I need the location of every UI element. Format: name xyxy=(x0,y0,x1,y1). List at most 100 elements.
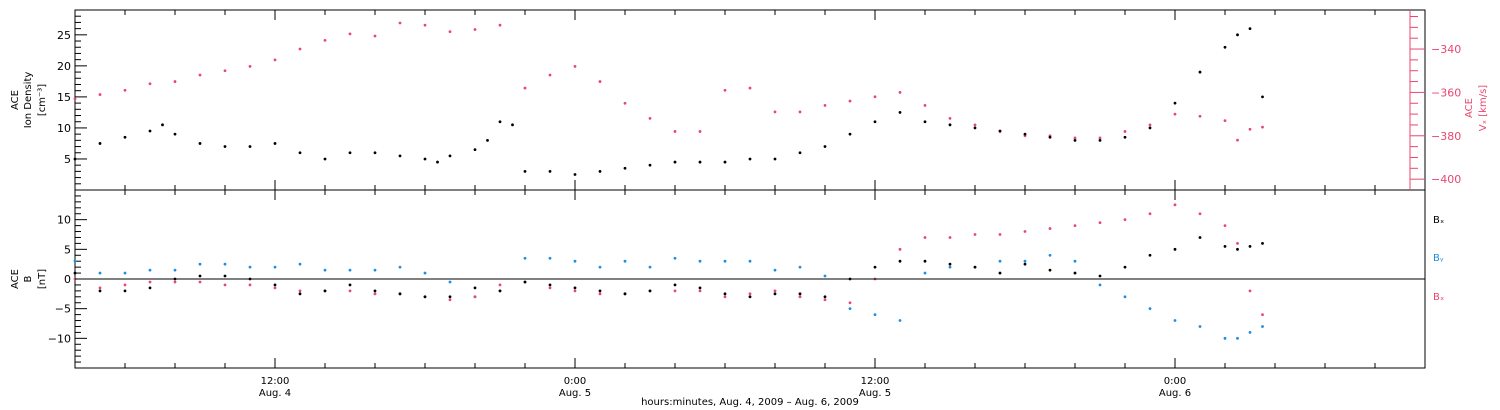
bx-point xyxy=(773,292,777,296)
x-tick-time-label: 0:00 xyxy=(1164,376,1186,387)
by-point xyxy=(1223,336,1227,340)
vx-point xyxy=(323,38,327,42)
by-point xyxy=(998,259,1002,263)
vx-point xyxy=(648,117,652,120)
ion-density-point xyxy=(298,151,302,155)
by-point xyxy=(173,268,177,272)
ion-density-point xyxy=(648,163,652,167)
legend-bz: Bₓ xyxy=(1433,292,1444,303)
by-point xyxy=(448,280,452,284)
ion-density-point xyxy=(98,142,102,145)
by-point xyxy=(898,319,902,322)
bx-point xyxy=(273,283,277,287)
bottom-left-ylabel: ACE B [nT] xyxy=(10,269,48,289)
vx-point xyxy=(373,34,377,38)
bx-point xyxy=(1123,265,1127,269)
bottom-y-axis: −10 −5 0 5 10 xyxy=(48,195,87,363)
bx-point xyxy=(323,289,327,293)
bottom-ylabel-line2: B xyxy=(23,275,34,282)
bx-point xyxy=(523,280,527,284)
vx-point xyxy=(498,23,502,27)
top-left-y-axis: 5 10 15 20 25 xyxy=(57,15,87,185)
bx-point xyxy=(1073,271,1077,275)
ion-density-point xyxy=(1198,70,1202,74)
top-right-y-axis: −400 −380 −360 −340 xyxy=(1409,10,1461,190)
ion-density-point xyxy=(623,166,627,170)
by-point xyxy=(548,256,552,260)
ion-density-point xyxy=(1248,27,1252,31)
bx-point xyxy=(198,274,202,278)
bz-point xyxy=(573,289,577,293)
by-point xyxy=(573,259,577,263)
bx-point xyxy=(1148,253,1152,257)
ion-density-point xyxy=(923,120,927,124)
bx-point xyxy=(923,259,927,263)
vx-point xyxy=(1123,130,1127,133)
bz-point xyxy=(248,283,252,287)
x-tick-time-label: 12:00 xyxy=(861,376,890,387)
bz-point xyxy=(1148,212,1152,216)
x-tick-time-label: 0:00 xyxy=(564,376,586,387)
vx-point xyxy=(548,73,552,77)
bx-point xyxy=(298,292,302,296)
bz-point xyxy=(723,295,727,299)
ion-density-point xyxy=(473,148,477,152)
ion-density-point xyxy=(773,157,777,161)
ion-density-point xyxy=(436,160,439,164)
x-tick-date-label: Aug. 5 xyxy=(559,388,591,399)
bz-point xyxy=(298,289,302,293)
ion-density-point xyxy=(348,151,352,155)
bx-point xyxy=(798,292,802,296)
by-point xyxy=(348,268,352,272)
bx-point xyxy=(673,283,677,287)
vx-point xyxy=(73,97,77,101)
by-point xyxy=(848,307,852,311)
bz-point xyxy=(823,298,827,302)
ion-density-point xyxy=(373,151,377,155)
bx-point xyxy=(1098,274,1102,278)
legend-bx: Bₓ xyxy=(1433,215,1444,226)
x-tick-date-label: Aug. 5 xyxy=(859,388,891,399)
vx-point xyxy=(1248,127,1252,131)
by-point xyxy=(1236,336,1239,340)
vx-point xyxy=(573,64,577,68)
bz-point xyxy=(698,289,702,293)
vx-point xyxy=(1261,125,1264,129)
top-right-y-tick-label: −400 xyxy=(1431,173,1461,186)
by-point xyxy=(523,256,527,260)
ion-density-point xyxy=(1073,138,1077,142)
top-right-ylabel: ACE Vₓ [km/s] xyxy=(1464,85,1489,131)
top-panel-frame xyxy=(74,9,1426,191)
by-point xyxy=(223,262,227,266)
bz-point xyxy=(273,286,277,290)
bz-point xyxy=(998,233,1002,236)
vx-point xyxy=(1073,136,1077,140)
vx-point xyxy=(473,28,477,31)
legend-by: Bᵧ xyxy=(1433,253,1444,264)
vx-point xyxy=(1236,138,1239,142)
vx-point xyxy=(1198,114,1202,118)
bz-point xyxy=(1223,224,1227,228)
bx-point xyxy=(498,289,502,293)
bz-point xyxy=(548,286,552,290)
x-axis-title: hours:minutes, Aug. 4, 2009 – Aug. 6, 20… xyxy=(641,397,859,408)
ion-density-point xyxy=(723,160,727,164)
top-right-ylabel-line1: ACE xyxy=(1464,98,1475,118)
top-left-ylabel-line2: Ion Density xyxy=(23,72,34,129)
bx-point xyxy=(98,289,102,293)
ion-density-point xyxy=(486,138,489,142)
by-point xyxy=(798,265,802,269)
vx-point xyxy=(123,88,127,92)
x-tick-date-label: Aug. 4 xyxy=(259,388,291,399)
ion-density-point xyxy=(1223,45,1227,49)
by-point xyxy=(773,268,777,272)
ion-density-point xyxy=(498,120,502,124)
bz-point xyxy=(448,298,452,302)
top-left-ylabel: ACE Ion Density [cm⁻³] xyxy=(10,72,48,129)
top-panel-points xyxy=(73,21,1264,176)
bz-point xyxy=(148,280,152,284)
by-point xyxy=(1023,259,1027,263)
bx-point xyxy=(1198,236,1202,239)
by-point xyxy=(1073,259,1077,263)
